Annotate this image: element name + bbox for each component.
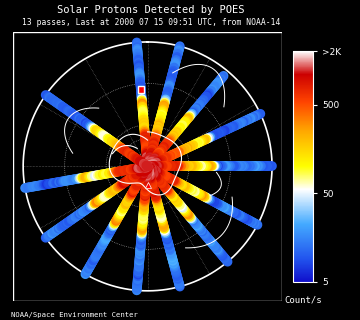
Text: Solar Protons Detected by POES: Solar Protons Detected by POES: [58, 5, 245, 15]
Bar: [138, 86, 144, 93]
Text: 13 passes, Last at 2000 07 15 09:51 UTC, from NOAA-14: 13 passes, Last at 2000 07 15 09:51 UTC,…: [22, 18, 280, 27]
Text: Count/s: Count/s: [284, 295, 322, 304]
Text: NOAA/Space Environment Center: NOAA/Space Environment Center: [11, 312, 138, 318]
